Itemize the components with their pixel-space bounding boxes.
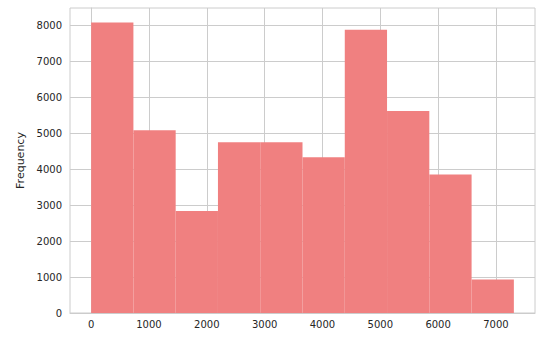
- svg-text:1000: 1000: [136, 319, 161, 330]
- svg-text:1000: 1000: [37, 272, 62, 283]
- svg-text:5000: 5000: [37, 128, 62, 139]
- svg-text:0: 0: [88, 319, 94, 330]
- svg-text:0: 0: [56, 308, 62, 319]
- svg-text:7000: 7000: [483, 319, 508, 330]
- svg-text:4000: 4000: [37, 164, 62, 175]
- svg-text:Frequency: Frequency: [14, 132, 27, 189]
- svg-text:2000: 2000: [194, 319, 219, 330]
- svg-text:2000: 2000: [37, 236, 62, 247]
- svg-text:3000: 3000: [37, 200, 62, 211]
- svg-text:6000: 6000: [425, 319, 450, 330]
- svg-text:5000: 5000: [368, 319, 393, 330]
- svg-text:4000: 4000: [310, 319, 335, 330]
- svg-text:8000: 8000: [37, 20, 62, 31]
- svg-text:7000: 7000: [37, 56, 62, 67]
- svg-text:3000: 3000: [252, 319, 277, 330]
- svg-text:6000: 6000: [37, 92, 62, 103]
